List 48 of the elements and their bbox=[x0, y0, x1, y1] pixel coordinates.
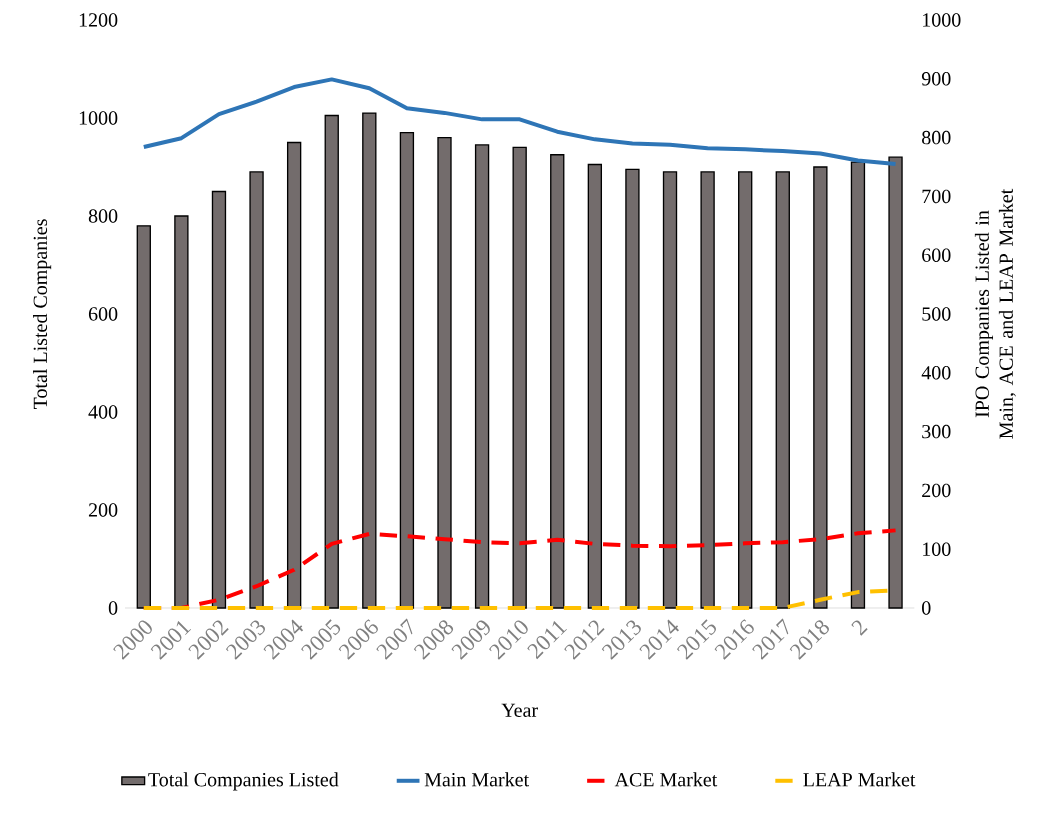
bar bbox=[850, 161, 866, 609]
bar bbox=[474, 144, 490, 609]
y2-tick-label: 400 bbox=[921, 366, 951, 380]
legend-label: LEAP Market bbox=[803, 772, 916, 787]
y2-tick-label: 700 bbox=[922, 189, 951, 204]
y-tick-label: 1000 bbox=[79, 111, 118, 125]
bar bbox=[662, 171, 678, 609]
bar bbox=[136, 225, 151, 609]
legend-label: Main Market bbox=[424, 772, 529, 787]
bar bbox=[362, 112, 377, 609]
legend-label: ACE Market bbox=[614, 772, 718, 787]
bar bbox=[211, 190, 227, 609]
bar bbox=[813, 166, 828, 609]
bar bbox=[738, 171, 753, 609]
y2-tick-label: 600 bbox=[922, 248, 951, 262]
x-axis-title: Year bbox=[501, 703, 538, 717]
y2-tick-label: 300 bbox=[922, 424, 951, 439]
line-series bbox=[141, 77, 898, 167]
bar bbox=[700, 171, 715, 609]
bar bbox=[437, 136, 452, 609]
bar bbox=[587, 163, 603, 609]
y2-tick-label: 500 bbox=[922, 307, 951, 321]
y-tick-label: 800 bbox=[88, 209, 118, 223]
y-tick-label: 400 bbox=[88, 405, 118, 419]
bar bbox=[249, 171, 264, 609]
bar bbox=[888, 156, 903, 609]
y-tick-label: 200 bbox=[88, 503, 118, 517]
bar bbox=[174, 215, 189, 609]
bar bbox=[324, 114, 339, 609]
bar bbox=[399, 132, 415, 609]
bar bbox=[286, 141, 302, 609]
y2-tick-label: 200 bbox=[922, 483, 951, 498]
y-tick-label: 600 bbox=[88, 307, 118, 321]
x-tick-label: 2 bbox=[851, 620, 868, 636]
bar bbox=[550, 154, 565, 609]
bar bbox=[625, 168, 640, 609]
y-tick-label: 0 bbox=[108, 601, 118, 615]
bar bbox=[512, 146, 527, 609]
y2-axis-title: IPO Companies Listed in Main, ACE and LEAP Market bbox=[974, 188, 1016, 439]
y2-tick-label: 0 bbox=[922, 601, 931, 615]
y2-tick-label: 900 bbox=[921, 72, 951, 86]
y-tick-label: 1200 bbox=[79, 13, 118, 27]
legend-label: Total Companies Listed bbox=[148, 772, 339, 791]
y2-tick-label: 1000 bbox=[923, 13, 961, 27]
y-axis-title: Total Listed Companies bbox=[33, 219, 52, 410]
y2-tick-label: 100 bbox=[923, 542, 951, 556]
y2-tick-label: 800 bbox=[922, 130, 951, 145]
bar bbox=[775, 171, 790, 609]
